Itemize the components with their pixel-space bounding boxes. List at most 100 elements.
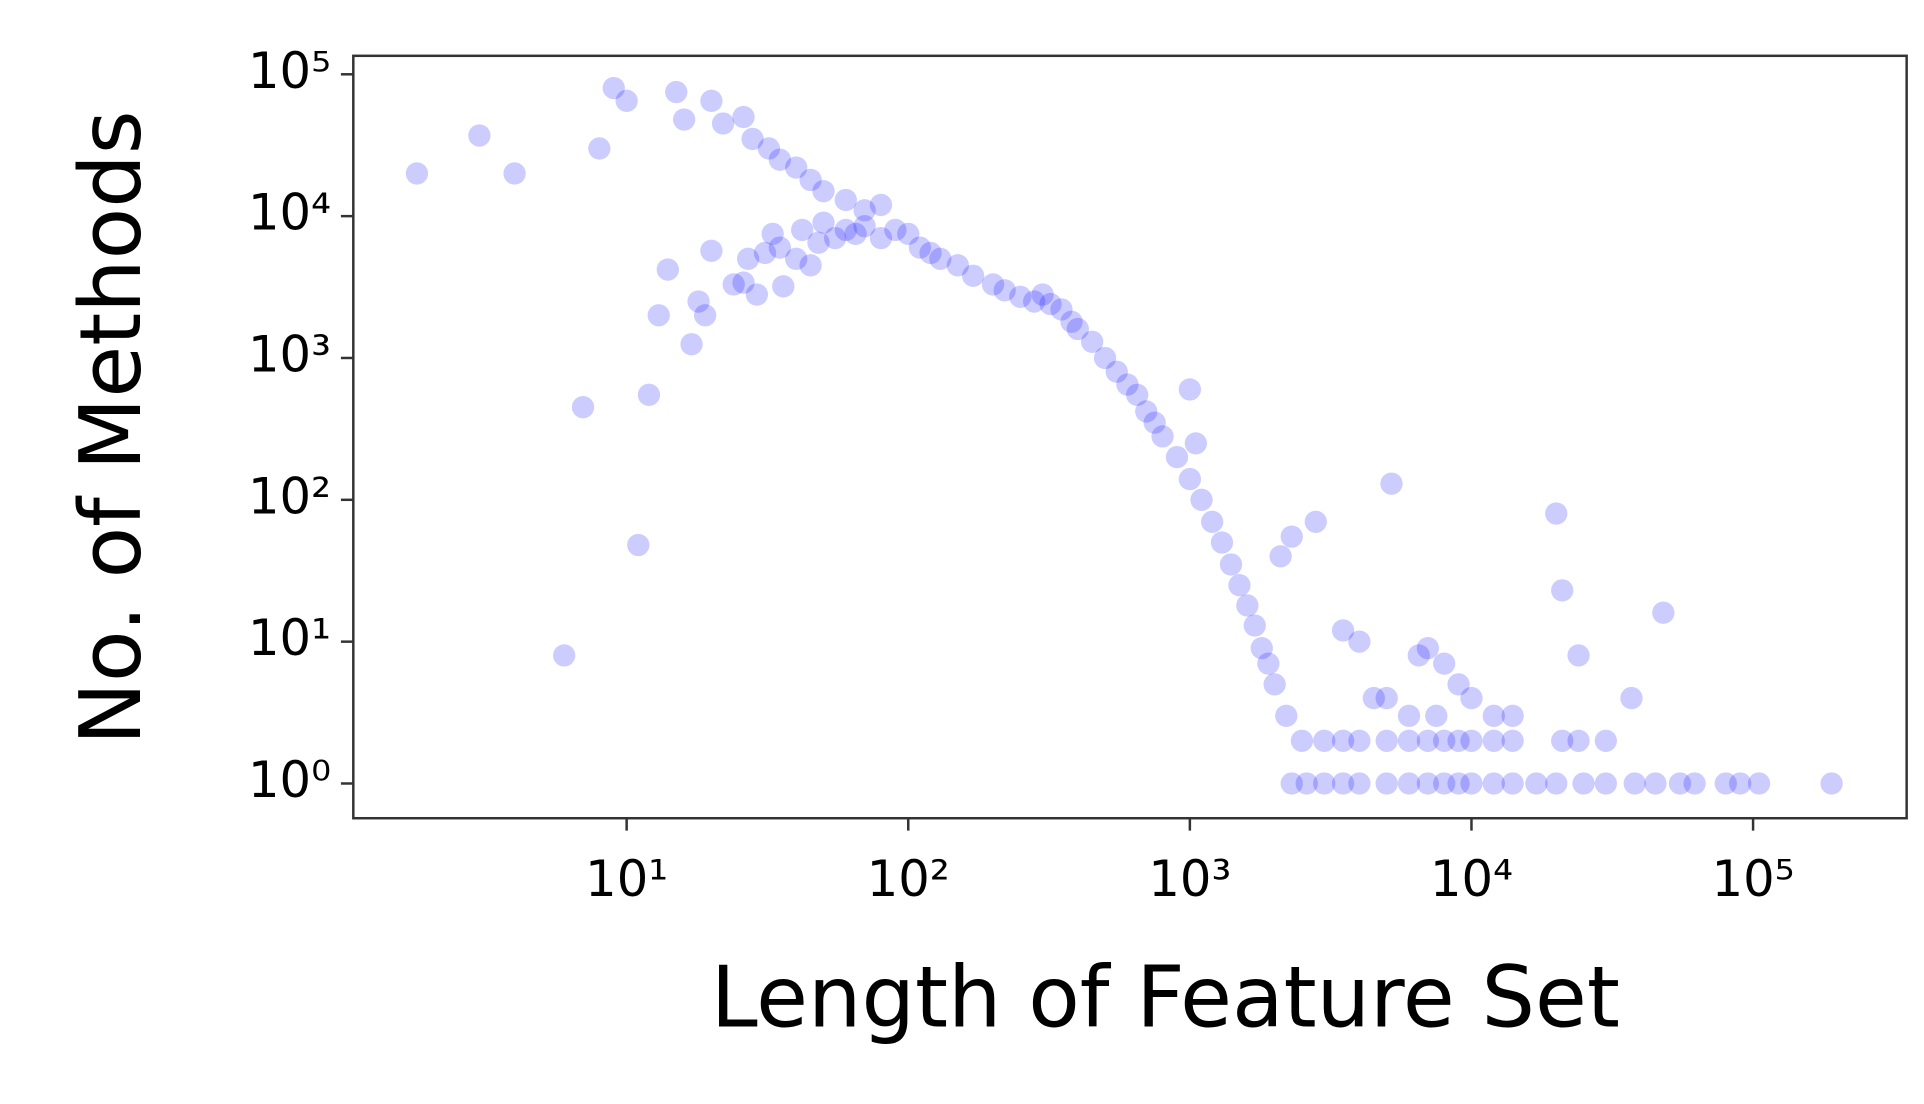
point: [588, 137, 611, 160]
point: [961, 264, 985, 287]
point: [1460, 729, 1483, 752]
x-tick-label: 10⁴: [1430, 850, 1513, 908]
point: [799, 254, 822, 277]
point: [1060, 310, 1083, 333]
point: [1135, 400, 1158, 423]
y-tick-label: 10⁰: [248, 751, 331, 809]
point: [1263, 673, 1286, 696]
x-tick-label: 10¹: [585, 850, 668, 908]
point: [1501, 704, 1524, 727]
x-tick-label: 10²: [867, 850, 950, 908]
point: [785, 247, 808, 270]
point: [869, 226, 893, 250]
point: [869, 193, 893, 217]
point: [1501, 729, 1524, 752]
point: [700, 239, 723, 262]
point: [1416, 636, 1440, 660]
point: [1545, 772, 1568, 795]
point: [1623, 772, 1646, 795]
point: [1304, 510, 1327, 533]
point: [772, 275, 795, 298]
point: [1482, 729, 1505, 752]
point: [1820, 772, 1843, 795]
point: [897, 222, 920, 246]
point: [834, 188, 857, 212]
point: [785, 156, 808, 179]
point: [1668, 772, 1692, 795]
point: [1425, 704, 1448, 727]
point: [1280, 772, 1303, 795]
point: [1572, 772, 1595, 795]
point: [1081, 330, 1104, 353]
point: [1023, 290, 1046, 313]
point: [1116, 373, 1139, 396]
point: [1190, 488, 1213, 511]
point: [1009, 285, 1032, 308]
y-tick-label: 10⁵: [248, 42, 331, 100]
y-tick-label: 10¹: [248, 609, 331, 667]
point: [823, 226, 847, 250]
point: [853, 199, 876, 222]
y-tick-label: 10⁴: [248, 184, 331, 242]
point: [1201, 510, 1224, 533]
point: [791, 218, 814, 242]
point: [1313, 729, 1336, 752]
point: [736, 247, 760, 270]
point: [637, 383, 661, 406]
plot-frame: [352, 54, 1908, 820]
point: [768, 148, 792, 171]
point: [1729, 772, 1752, 795]
point: [1066, 317, 1089, 341]
point: [1380, 472, 1403, 495]
point: [1620, 686, 1643, 710]
point: [672, 108, 696, 131]
point: [741, 127, 764, 151]
point: [732, 271, 755, 294]
point: [1290, 729, 1314, 752]
point: [812, 211, 835, 234]
point: [1397, 772, 1421, 795]
point: [1243, 614, 1266, 637]
point: [834, 218, 857, 242]
point: [1460, 772, 1483, 795]
point: [1143, 411, 1166, 434]
point: [1407, 644, 1430, 667]
point: [1644, 772, 1667, 795]
point: [1416, 772, 1440, 795]
point: [1433, 772, 1456, 795]
point: [1567, 644, 1590, 667]
point: [1257, 652, 1280, 675]
x-tick-label: 10³: [1148, 850, 1231, 908]
point: [680, 333, 703, 356]
point: [1280, 525, 1303, 548]
point: [1331, 772, 1355, 795]
x-axis-label: Length of Feature Set: [711, 948, 1620, 1046]
y-tick-label: 10²: [248, 467, 331, 525]
point: [1433, 729, 1456, 752]
point: [1295, 772, 1318, 795]
point: [919, 241, 942, 265]
point: [647, 304, 670, 327]
point: [1210, 531, 1234, 554]
point: [711, 112, 735, 135]
point: [993, 279, 1016, 302]
point: [1594, 729, 1617, 752]
point: [1375, 729, 1398, 752]
point: [1525, 772, 1548, 795]
x-tick-label: 10⁵: [1712, 850, 1795, 908]
point: [812, 180, 835, 203]
point: [757, 137, 781, 160]
point: [1482, 704, 1505, 727]
point: [1747, 772, 1771, 795]
point: [732, 105, 755, 129]
point: [981, 273, 1005, 296]
point: [1151, 425, 1174, 448]
point: [553, 644, 576, 667]
point: [615, 89, 638, 112]
points: [405, 76, 1843, 795]
point: [627, 533, 650, 557]
point: [468, 124, 491, 147]
point: [1275, 704, 1298, 727]
